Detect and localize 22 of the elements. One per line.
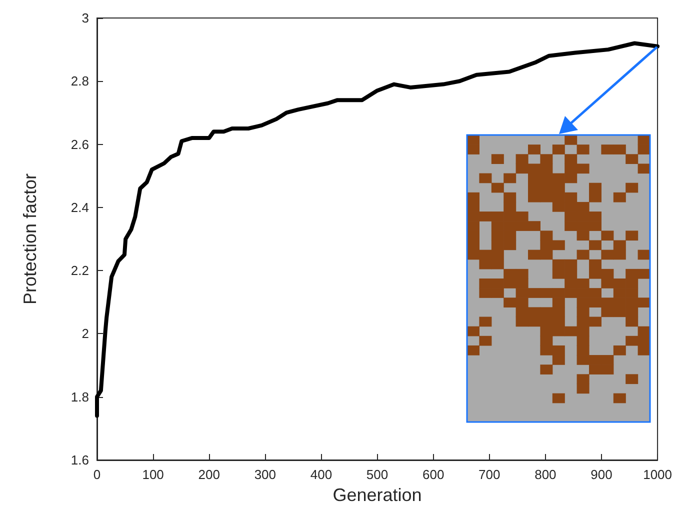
y-tick-label: 2.2	[70, 263, 89, 278]
x-tick-label: 900	[590, 467, 612, 482]
x-tick-label: 200	[198, 467, 220, 482]
line-series	[95, 41, 660, 418]
x-tick-label: 700	[478, 467, 500, 482]
x-tick-label: 0	[93, 467, 101, 482]
y-tick-label: 2	[82, 326, 89, 342]
y-tick-label: 3	[82, 10, 89, 26]
y-axis-title: Protection factor	[20, 173, 40, 305]
x-axis-title: Generation	[332, 485, 422, 505]
x-tick-label: 500	[366, 467, 388, 482]
x-tick-label: 400	[310, 467, 332, 482]
y-tick-label: 2.6	[70, 136, 89, 152]
x-tick-label: 600	[422, 467, 444, 482]
y-tick-label: 1.8	[70, 389, 89, 404]
y-tick-label: 2.8	[70, 74, 89, 89]
x-tick-label: 300	[254, 467, 276, 482]
x-tick-label: 100	[142, 467, 164, 482]
x-tick-label: 1000	[643, 467, 672, 482]
x-tick-label: 800	[534, 467, 556, 482]
y-tick-label: 2.4	[70, 200, 89, 215]
y-tick-label: 1.6	[70, 452, 89, 468]
